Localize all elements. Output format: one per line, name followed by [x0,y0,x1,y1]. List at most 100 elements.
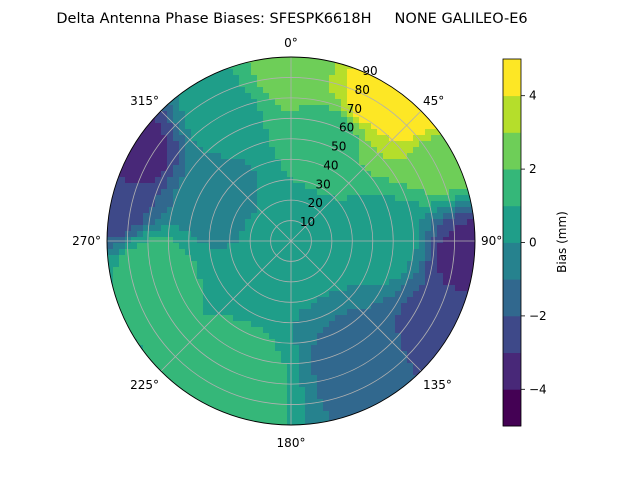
contour-cell [413,225,420,232]
contour-cell [245,99,252,106]
contour-cell [263,393,270,400]
contour-cell [365,201,372,208]
contour-cell [263,225,270,232]
contour-cell [299,315,306,322]
contour-cell [317,213,324,220]
contour-cell [419,363,426,370]
contour-cell [335,237,342,244]
contour-cell [407,339,414,346]
contour-cell [293,363,300,370]
contour-cell [179,381,186,388]
contour-cell [419,237,426,244]
contour-cell [317,159,324,166]
contour-cell [347,81,354,88]
contour-cell [341,201,348,208]
contour-cell [173,105,180,112]
contour-cell [317,147,324,154]
contour-cell [191,381,198,388]
contour-cell [275,249,282,256]
contour-cell [125,279,132,286]
contour-cell [401,381,408,388]
contour-cell [353,207,360,214]
contour-cell [329,93,336,100]
contour-cell [173,279,180,286]
contour-cell [317,153,324,160]
colorbar-tick-label: 0 [529,236,537,250]
contour-cell [443,303,450,310]
contour-cell [407,195,414,202]
contour-cell [341,237,348,244]
contour-cell [341,345,348,352]
contour-cell [173,261,180,268]
contour-cell [461,165,468,172]
contour-cell [383,321,390,328]
contour-cell [437,135,444,142]
contour-cell [287,363,294,370]
contour-cell [335,135,342,142]
contour-cell [185,327,192,334]
contour-cell [293,387,300,394]
contour-cell [275,363,282,370]
contour-cell [437,303,444,310]
contour-cell [251,123,258,130]
contour-cell [239,129,246,136]
contour-cell [293,255,300,262]
contour-cell [299,111,306,118]
contour-cell [269,69,276,76]
contour-cell [233,333,240,340]
contour-cell [185,195,192,202]
contour-cell [257,387,264,394]
contour-cell [329,285,336,292]
chart-title: Delta Antenna Phase Biases: SFESPK6618H … [56,11,527,27]
contour-cell [227,369,234,376]
contour-cell [347,273,354,280]
contour-cell [359,159,366,166]
contour-cell [449,219,456,226]
contour-cell [329,387,336,394]
colorbar-label: Bias (mm) [555,211,569,273]
contour-cell [239,225,246,232]
contour-cell [263,195,270,202]
theta-tick-label: 45° [423,94,444,108]
contour-cell [275,387,282,394]
contour-cell [263,279,270,286]
contour-cell [317,417,324,424]
contour-cell [425,123,432,130]
contour-cell [383,195,390,202]
contour-cell [197,201,204,208]
contour-cell [215,315,222,322]
contour-cell [329,195,336,202]
contour-cell [395,129,402,136]
contour-cell [131,201,138,208]
contour-cell [341,297,348,304]
contour-cell [377,249,384,256]
contour-cell [287,219,294,226]
contour-cell [305,87,312,94]
contour-cell [215,207,222,214]
contour-cell [431,165,438,172]
contour-cell [293,141,300,148]
contour-cell [191,225,198,232]
contour-cell [311,369,318,376]
contour-cell [449,231,456,238]
contour-cell [341,81,348,88]
contour-cell [275,165,282,172]
contour-cell [311,105,318,112]
contour-cell [245,255,252,262]
contour-cell [431,147,438,154]
contour-cell [443,315,450,322]
contour-cell [233,261,240,268]
contour-cell [137,237,144,244]
contour-cell [233,375,240,382]
contour-cell [293,261,300,268]
contour-cell [341,165,348,172]
contour-cell [161,357,168,364]
contour-cell [455,195,462,202]
contour-cell [383,231,390,238]
contour-cell [293,369,300,376]
contour-cell [401,255,408,262]
contour-cell [209,315,216,322]
contour-cell [251,63,258,70]
contour-cell [221,225,228,232]
contour-cell [389,105,396,112]
